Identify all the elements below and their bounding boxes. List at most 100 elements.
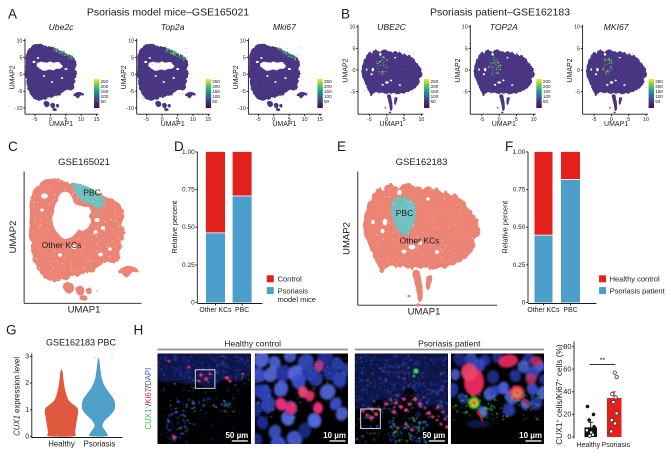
svg-text:H: H: [134, 323, 144, 338]
svg-text:Relative percent: Relative percent: [170, 201, 179, 254]
svg-text:Control: Control: [278, 275, 303, 284]
svg-text:0: 0: [191, 300, 195, 307]
svg-text:-5: -5: [575, 90, 580, 96]
svg-text:50 µm: 50 µm: [422, 431, 445, 440]
svg-text:0: 0: [19, 72, 22, 78]
svg-text:0.25: 0.25: [182, 262, 195, 269]
svg-text:Other KCs: Other KCs: [199, 307, 232, 314]
svg-text:Healthy: Healthy: [576, 442, 600, 449]
svg-text:0: 0: [131, 72, 134, 78]
svg-text:UMAP2: UMAP2: [8, 221, 19, 254]
svg-text:G: G: [6, 323, 17, 338]
svg-text:UMAP2: UMAP2: [567, 58, 574, 82]
svg-text:150: 150: [431, 89, 439, 94]
svg-text:50: 50: [543, 99, 549, 104]
svg-text:200: 200: [431, 84, 439, 89]
svg-text:250: 250: [324, 79, 332, 84]
svg-text:B: B: [341, 7, 350, 22]
svg-text:15: 15: [317, 117, 323, 123]
svg-text:200: 200: [655, 84, 663, 89]
svg-text:0: 0: [49, 117, 52, 123]
svg-text:50 µm: 50 µm: [225, 431, 248, 440]
svg-text:Psoriasis patient: Psoriasis patient: [418, 339, 481, 349]
svg-text:1.00: 1.00: [182, 149, 195, 156]
svg-text:250: 250: [655, 79, 663, 84]
svg-text:-5: -5: [241, 89, 246, 95]
svg-text:100: 100: [324, 94, 332, 99]
svg-text:0: 0: [498, 117, 501, 123]
svg-text:5: 5: [627, 117, 630, 123]
svg-text:100: 100: [212, 94, 220, 99]
svg-text:PBC: PBC: [83, 188, 100, 198]
svg-text:UMAP2: UMAP2: [10, 65, 17, 89]
svg-text:15: 15: [94, 117, 100, 123]
svg-text:100: 100: [543, 94, 551, 99]
svg-text:0: 0: [610, 117, 613, 123]
svg-text:A: A: [8, 7, 17, 22]
svg-text:10: 10: [190, 117, 196, 123]
svg-text:C: C: [8, 139, 18, 154]
svg-text:5: 5: [465, 46, 468, 52]
svg-text:-5: -5: [463, 90, 468, 96]
svg-text:0: 0: [577, 68, 580, 74]
svg-text:200: 200: [212, 84, 220, 89]
svg-text:UMAP1: UMAP1: [161, 121, 185, 128]
svg-text:5: 5: [352, 46, 355, 52]
svg-text:MKI67: MKI67: [604, 22, 630, 32]
svg-text:-5: -5: [256, 117, 261, 123]
svg-text:-5: -5: [18, 89, 23, 95]
svg-text:Other KCs: Other KCs: [527, 307, 560, 314]
svg-text:10 µm: 10 µm: [519, 431, 542, 440]
svg-text:UMAP1: UMAP1: [68, 305, 101, 316]
svg-text:100: 100: [431, 94, 439, 99]
svg-text:Other KCs: Other KCs: [400, 236, 440, 246]
svg-text:15: 15: [205, 117, 211, 123]
svg-text:5: 5: [515, 117, 518, 123]
svg-text:Psoriasis patient: Psoriasis patient: [610, 286, 666, 295]
svg-text:Psoriasis: Psoriasis: [84, 440, 116, 449]
svg-text:250: 250: [212, 79, 220, 84]
svg-text:-5: -5: [351, 90, 356, 96]
svg-text:150: 150: [543, 89, 551, 94]
svg-text:10: 10: [128, 38, 134, 44]
svg-text:UBE2C: UBE2C: [377, 22, 406, 32]
svg-text:5: 5: [243, 55, 246, 61]
svg-text:20: 20: [563, 410, 571, 419]
svg-text:UMAP2: UMAP2: [233, 65, 240, 89]
svg-text:0.50: 0.50: [182, 224, 195, 231]
svg-text:10: 10: [418, 117, 424, 123]
svg-text:250: 250: [543, 79, 551, 84]
svg-text:UMAP1: UMAP1: [604, 121, 628, 128]
svg-text:0: 0: [567, 432, 571, 441]
svg-text:5: 5: [131, 55, 134, 61]
svg-text:5: 5: [19, 55, 22, 61]
svg-text:Mki67: Mki67: [273, 22, 297, 32]
svg-text:UMAP1: UMAP1: [272, 121, 296, 128]
svg-text:GSE165021: GSE165021: [58, 157, 110, 168]
svg-text:5: 5: [403, 117, 406, 123]
svg-text:Relative percent: Relative percent: [501, 201, 510, 254]
svg-text:-10: -10: [126, 106, 134, 112]
svg-text:Ube2c: Ube2c: [49, 22, 75, 32]
svg-text:0.75: 0.75: [513, 187, 526, 194]
svg-text:Psoriasis patient–GSE162183: Psoriasis patient–GSE162183: [430, 7, 570, 19]
svg-text:5: 5: [577, 46, 580, 52]
svg-text:-5: -5: [129, 89, 134, 95]
svg-text:PBC: PBC: [563, 307, 577, 314]
svg-text:0.50: 0.50: [513, 224, 526, 231]
svg-text:200: 200: [324, 84, 332, 89]
svg-text:Top2a: Top2a: [161, 22, 185, 32]
svg-text:250: 250: [431, 79, 439, 84]
svg-text:100: 100: [101, 94, 109, 99]
svg-text:0: 0: [385, 117, 388, 123]
svg-text:Healthy control: Healthy control: [610, 275, 660, 284]
svg-text:-10: -10: [15, 106, 23, 112]
svg-text:Psoriasis: Psoriasis: [278, 286, 309, 295]
svg-text:3: 3: [25, 354, 29, 361]
svg-text:CUX1 expression level: CUX1 expression level: [13, 357, 22, 436]
svg-text:0: 0: [352, 68, 355, 74]
svg-text:10: 10: [16, 38, 22, 44]
svg-text:-5: -5: [144, 117, 149, 123]
svg-text:60: 60: [563, 364, 571, 373]
svg-text:Healthy control: Healthy control: [224, 339, 281, 349]
